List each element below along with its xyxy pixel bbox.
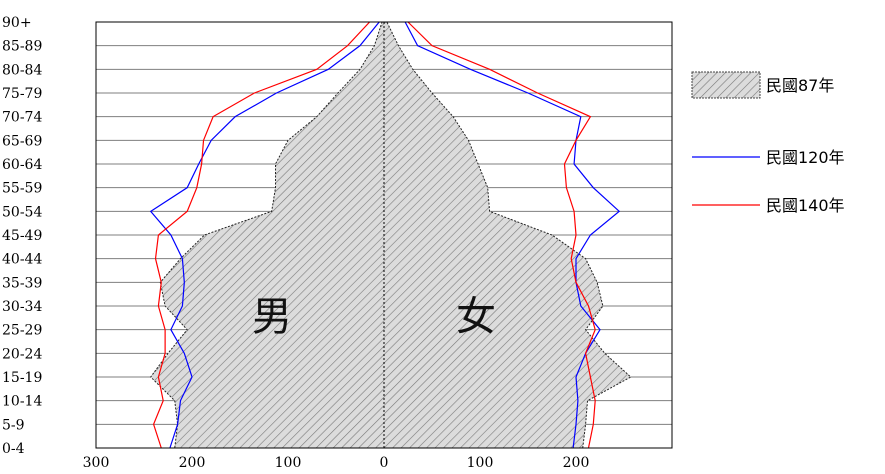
legend-swatch-87 bbox=[691, 71, 761, 99]
y-tick-label: 30-34 bbox=[2, 299, 42, 315]
y-tick-label: 50-54 bbox=[2, 204, 42, 220]
plot-frame bbox=[95, 21, 673, 449]
y-tick-label: 65-69 bbox=[2, 133, 42, 149]
legend-label-87: 民國87年 bbox=[766, 76, 834, 95]
y-tick-label: 55-59 bbox=[2, 181, 42, 197]
x-tick-label: 0 bbox=[380, 455, 389, 471]
x-tick-label: 200 bbox=[179, 455, 206, 471]
line-series-120-male bbox=[149, 21, 380, 449]
y-tick-label: 35-39 bbox=[2, 275, 42, 291]
line-series-140-female bbox=[407, 21, 596, 449]
x-tick-label: 300 bbox=[83, 455, 110, 471]
y-tick-label: 70-74 bbox=[2, 110, 42, 126]
y-tick-label: 20-24 bbox=[2, 346, 42, 362]
x-tick-label: 100 bbox=[275, 455, 302, 471]
legend-label-140: 民國140年 bbox=[766, 196, 845, 215]
y-tick-labels: 0-4 5-9 10-14 15-19 20-24 25-29 30-34 35-39 40-4… bbox=[2, 15, 42, 457]
y-tick-label: 45-49 bbox=[2, 228, 42, 244]
x-tick-label: 200 bbox=[563, 455, 590, 471]
y-tick-label: 85-89 bbox=[2, 39, 42, 55]
legend: 民國87年 民國120年 民國140年 bbox=[691, 71, 845, 215]
y-tick-label: 75-79 bbox=[2, 86, 42, 102]
series-lines bbox=[149, 21, 621, 449]
y-tick-label: 0-4 bbox=[2, 441, 25, 457]
y-tick-label: 15-19 bbox=[2, 370, 42, 386]
legend-item-87: 民國87年 bbox=[691, 71, 834, 99]
y-tick-label: 25-29 bbox=[2, 323, 42, 339]
y-tick-label: 90+ bbox=[2, 15, 32, 31]
x-tick-labels: 300 200 100 0 100 200 bbox=[83, 455, 590, 471]
legend-item-140: 民國140年 bbox=[692, 196, 845, 215]
legend-label-120: 民國120年 bbox=[766, 148, 845, 167]
female-label: 女 bbox=[456, 294, 496, 340]
x-tick-label: 100 bbox=[467, 455, 494, 471]
y-tick-label: 10-14 bbox=[2, 394, 42, 410]
y-tick-label: 60-64 bbox=[2, 157, 42, 173]
male-label: 男 bbox=[252, 294, 292, 340]
line-series-140-male bbox=[152, 21, 371, 449]
y-tick-label: 5-9 bbox=[2, 417, 25, 433]
y-tick-label: 40-44 bbox=[2, 252, 42, 268]
legend-item-120: 民國120年 bbox=[692, 148, 845, 167]
y-tick-label: 80-84 bbox=[2, 62, 42, 78]
line-series-120-female bbox=[404, 21, 621, 449]
